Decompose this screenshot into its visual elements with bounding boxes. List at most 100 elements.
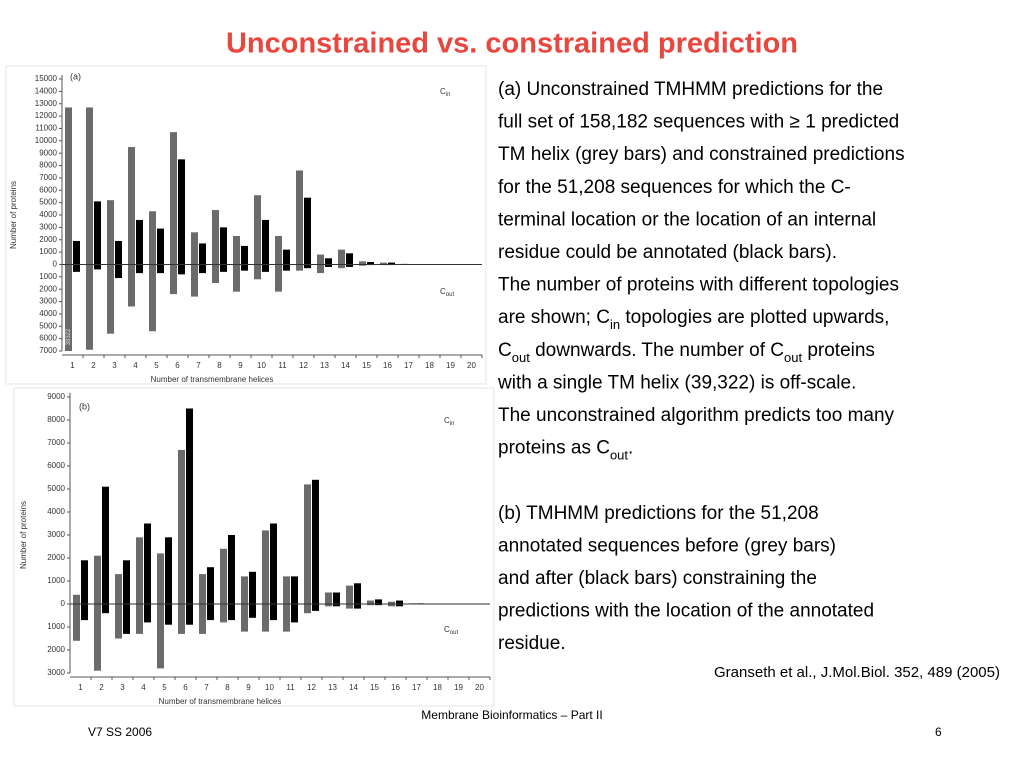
bar (73, 594, 80, 604)
x-tick-label: 3 (120, 683, 125, 692)
subscript: out (784, 350, 802, 365)
bar (123, 560, 130, 604)
bar (178, 604, 185, 634)
x-tick-label: 1 (70, 361, 75, 370)
bar (338, 264, 345, 269)
paragraph-line: are shown; Cin topologies are plotted up… (498, 307, 889, 332)
text-run: annotated sequences before (grey bars) (498, 535, 836, 556)
annotation-sub: in (446, 92, 451, 98)
x-axis-label: Number of transmembrane helices (151, 375, 274, 384)
bar (94, 201, 101, 265)
text-run: residue could be annotated (black bars). (498, 242, 837, 263)
bar (312, 604, 319, 611)
bar (375, 604, 382, 606)
y-tick-label: 3000 (39, 297, 57, 306)
y-tick-label: 12000 (35, 111, 58, 120)
bar (367, 261, 374, 265)
x-axis-label: Number of transmembrane helices (159, 697, 282, 706)
text-run: TM helix (grey bars) and constrained pre… (498, 144, 905, 165)
bar (296, 170, 303, 265)
bar (199, 264, 206, 274)
bar (249, 571, 256, 604)
footer-center: Membrane Bioinformatics – Part II (421, 708, 602, 722)
bar (165, 604, 172, 625)
y-tick-label: 5000 (39, 198, 57, 207)
panel-label: (b) (79, 401, 90, 411)
y-tick-label: 6000 (47, 461, 65, 470)
y-tick-label: 1000 (39, 272, 57, 281)
y-tick-label: 11000 (35, 124, 57, 133)
bar (102, 604, 109, 614)
x-tick-label: 9 (246, 683, 251, 692)
bar (128, 147, 135, 265)
bar (73, 240, 80, 265)
y-axis-label: Number of proteins (9, 181, 18, 249)
bar (325, 264, 332, 267)
bar (367, 600, 374, 604)
bar (283, 264, 290, 271)
x-tick-label: 10 (257, 361, 266, 370)
bar (144, 523, 151, 604)
x-tick-label: 16 (383, 361, 392, 370)
bar (262, 604, 269, 632)
y-tick-label: 5000 (39, 321, 57, 330)
text-run: (a) Unconstrained TMHMM predictions for … (498, 79, 883, 100)
bar (325, 592, 332, 604)
x-tick-label: 17 (404, 361, 413, 370)
subscript: in (610, 317, 620, 332)
bar (375, 599, 382, 604)
y-tick-label: 8000 (47, 415, 65, 424)
bar (325, 604, 332, 607)
bar (249, 604, 256, 618)
bar (107, 264, 114, 334)
x-tick-label: 5 (154, 361, 159, 370)
x-tick-label: 15 (370, 683, 379, 692)
bar (136, 219, 143, 265)
x-tick-label: 6 (175, 361, 180, 370)
bar (241, 576, 248, 604)
x-tick-label: 13 (328, 683, 337, 692)
bar (380, 262, 387, 265)
bar (186, 408, 193, 604)
y-tick-label: 0 (61, 599, 66, 608)
bar (333, 604, 340, 607)
bar (186, 604, 193, 625)
text-run: C (498, 340, 512, 361)
bar (191, 232, 198, 265)
y-tick-label: 0 (53, 260, 58, 269)
annotation-text: C (444, 416, 450, 425)
paragraph-line: residue could be annotated (black bars). (498, 242, 837, 263)
bar (73, 604, 80, 641)
x-tick-label: 6 (183, 683, 188, 692)
x-tick-label: 5 (162, 683, 167, 692)
x-tick-label: 11 (278, 361, 287, 370)
text-run: for the 51,208 sequences for which the C… (498, 177, 851, 198)
paragraph-line: TM helix (grey bars) and constrained pre… (498, 144, 905, 165)
bar (304, 604, 311, 614)
bar (354, 583, 361, 604)
chart-b-frame (13, 387, 495, 707)
x-tick-label: 12 (299, 361, 308, 370)
y-tick-label: 1000 (47, 576, 65, 585)
bar (270, 523, 277, 604)
bar (123, 604, 130, 634)
bar (346, 585, 353, 604)
chart-a-frame (5, 65, 487, 385)
bar (220, 548, 227, 604)
annotation: Cin (440, 87, 450, 97)
text-run: terminal location or the location of an … (498, 209, 876, 230)
y-tick-label: 2000 (39, 284, 57, 293)
bar (86, 107, 93, 265)
text-run: proteins as C (498, 438, 610, 459)
paragraph-line: The number of proteins with different to… (498, 275, 899, 296)
x-tick-label: 14 (349, 683, 358, 692)
bar (346, 604, 353, 609)
paragraph-line: The unconstrained algorithm predicts too… (498, 405, 895, 426)
x-tick-label: 14 (341, 361, 350, 370)
y-tick-label: 1000 (47, 622, 65, 631)
bar (170, 264, 177, 295)
footer-right: 6 (935, 725, 942, 739)
x-tick-label: 7 (204, 683, 209, 692)
bar (354, 604, 361, 609)
bars (65, 107, 479, 351)
